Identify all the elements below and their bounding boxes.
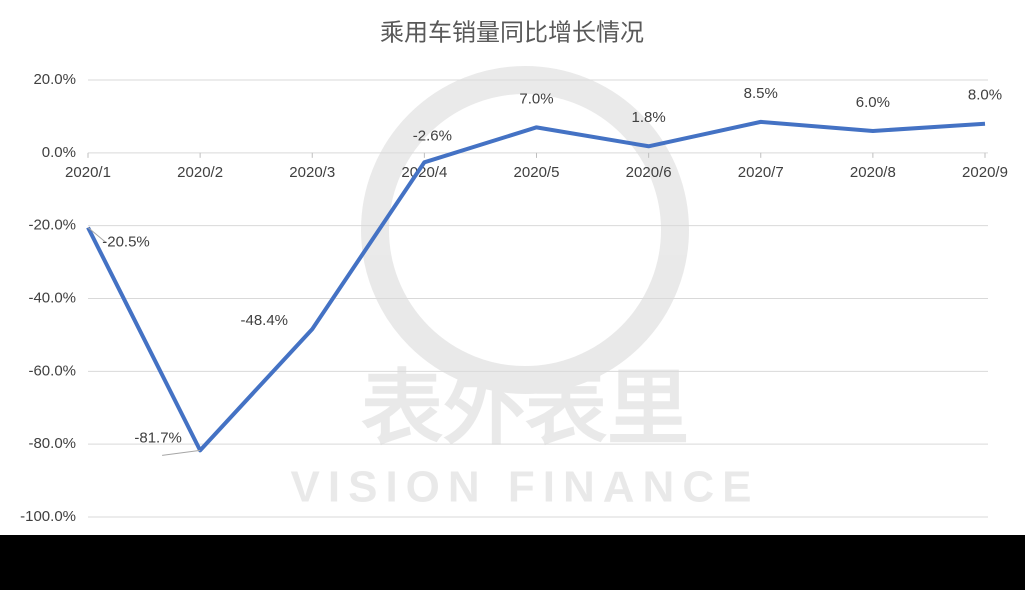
x-tick-label: 2020/4 bbox=[401, 164, 447, 181]
y-tick-label: -40.0% bbox=[28, 289, 76, 306]
data-label: -2.6% bbox=[413, 127, 452, 144]
chart-title: 乘用车销量同比增长情况 bbox=[380, 19, 644, 46]
watermark-en: VISION FINANCE bbox=[291, 463, 760, 512]
data-label: 8.0% bbox=[968, 87, 1002, 104]
chart-background bbox=[0, 0, 1025, 535]
x-tick-label: 2020/3 bbox=[289, 164, 335, 181]
y-tick-label: -20.0% bbox=[28, 217, 76, 234]
leader-line bbox=[87, 227, 107, 243]
x-tick-label: 2020/8 bbox=[850, 164, 896, 181]
data-label: -48.4% bbox=[240, 312, 288, 329]
watermark-cn: 表外表里 bbox=[361, 364, 689, 455]
leader-line bbox=[162, 449, 201, 456]
x-tick-label: 2020/7 bbox=[738, 164, 784, 181]
data-label: -20.5% bbox=[102, 233, 150, 250]
y-tick-label: -100.0% bbox=[20, 508, 76, 525]
line-series bbox=[86, 119, 986, 453]
x-tick-label: 2020/2 bbox=[177, 164, 223, 181]
x-tick-label: 2020/1 bbox=[65, 164, 111, 181]
x-tick-label: 2020/5 bbox=[514, 164, 560, 181]
y-tick-label: -80.0% bbox=[28, 435, 76, 452]
y-tick-label: 20.0% bbox=[33, 71, 76, 88]
data-label: 1.8% bbox=[632, 109, 666, 126]
y-tick-label: -60.0% bbox=[28, 362, 76, 379]
y-tick-label: 0.0% bbox=[42, 144, 76, 161]
data-label: 7.0% bbox=[519, 90, 553, 107]
black-band bbox=[0, 535, 1025, 585]
data-label: 8.5% bbox=[744, 85, 778, 102]
x-tick-label: 2020/9 bbox=[962, 164, 1008, 181]
data-label: -81.7% bbox=[134, 429, 182, 446]
watermark: 表外表里 VISION FINANCE bbox=[291, 66, 760, 512]
data-label: 6.0% bbox=[856, 94, 890, 111]
x-tick-label: 2020/6 bbox=[626, 164, 672, 181]
